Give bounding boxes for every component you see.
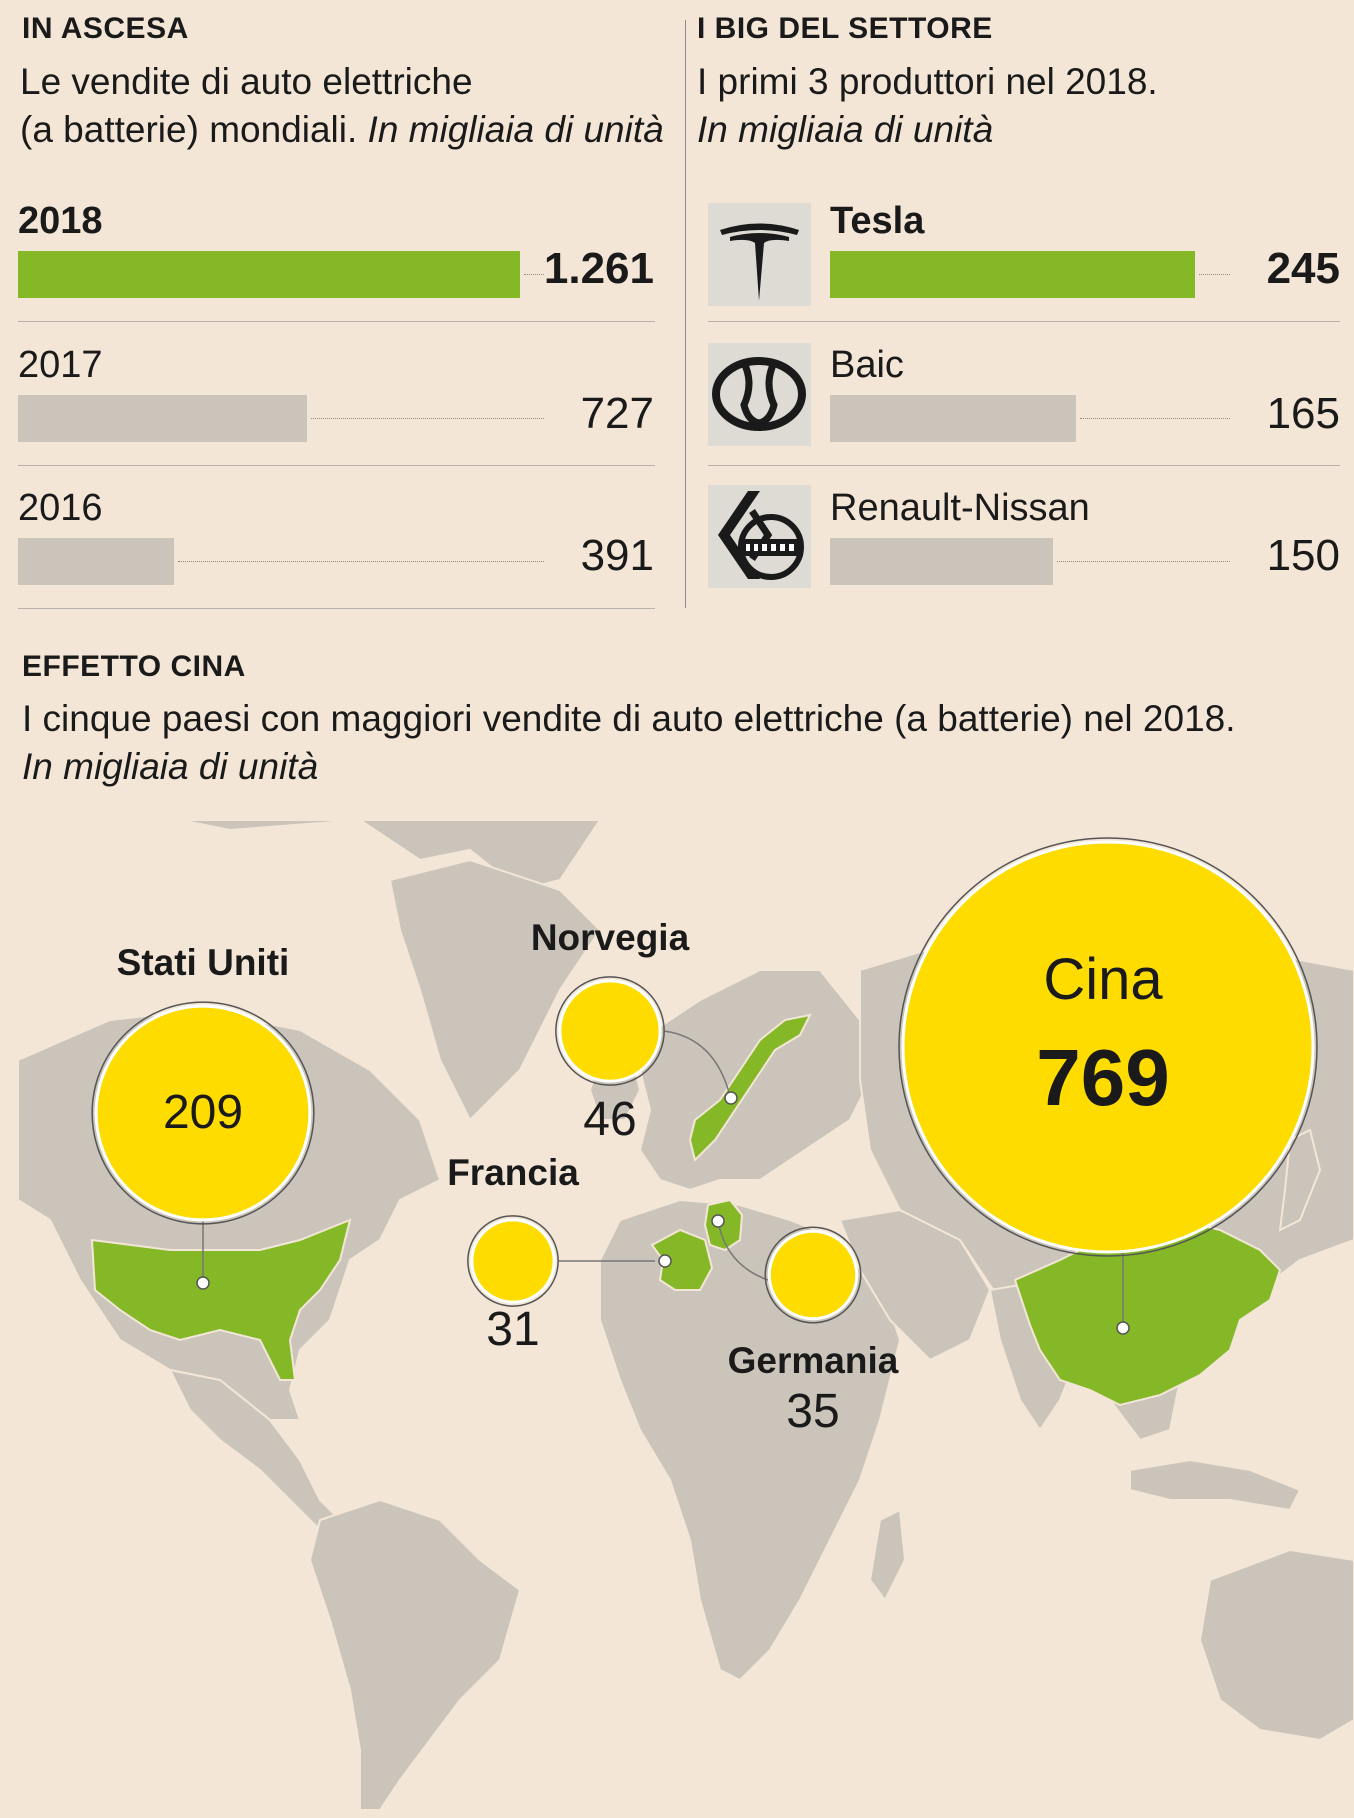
left-unit: In migliaia di unità (367, 109, 664, 150)
country-value-germany: 35 (786, 1385, 839, 1438)
land-japan (1278, 1128, 1322, 1232)
world-map: Stati Uniti 209 Norvegia 46 Francia 31 G… (0, 820, 1354, 1818)
bubble-ring-usa (91, 1001, 315, 1225)
country-value-norway: 46 (583, 1093, 636, 1146)
bar-value-2017: 727 (580, 389, 654, 438)
country-name-germany: Germania (728, 1340, 899, 1381)
bar-leader-tesla (1199, 274, 1230, 275)
country-name-china: Cina (1043, 947, 1163, 1012)
anchor-usa (196, 1276, 210, 1290)
bar-leader-renault-nissan (1057, 561, 1230, 562)
bar-leader-baic (1079, 418, 1230, 419)
land-greenland (388, 858, 602, 1122)
bar-label-tesla: Tesla (830, 200, 925, 242)
tesla-logo-icon (708, 203, 811, 306)
right-subtitle: I primi 3 produttori nel 2018. In miglia… (697, 58, 1347, 154)
country-name-france: Francia (447, 1152, 579, 1193)
panel-divider (685, 20, 686, 608)
anchor-france (658, 1254, 672, 1268)
left-subtitle-line1: Le vendite di auto elettriche (20, 61, 473, 102)
right-subtitle-text: I primi 3 produttori nel 2018. (697, 61, 1158, 102)
bar-label-2016: 2016 (18, 487, 103, 529)
bar-value-renault-nissan: 150 (1266, 531, 1340, 580)
bar-value-2018: 1.261 (543, 244, 654, 293)
map-subtitle: I cinque paesi con maggiori vendite di a… (22, 695, 1342, 791)
bar-label-2018: 2018 (18, 200, 103, 242)
bar-value-tesla: 245 (1266, 244, 1340, 293)
land-usa (90, 1218, 352, 1381)
world-map-svg: Stati Uniti 209 Norvegia 46 Francia 31 G… (17, 820, 1354, 1811)
land-indonesia (1129, 1458, 1302, 1512)
bar-baic (830, 395, 1076, 442)
country-name-usa: Stati Uniti (117, 942, 290, 983)
left-kicker: IN ASCESA (22, 12, 189, 45)
bar-tesla (830, 251, 1195, 298)
land-australia (1198, 1548, 1354, 1742)
left-subtitle-line2: (a batterie) mondiali. (20, 109, 358, 150)
bubble-france (470, 1218, 556, 1304)
bar-2016 (18, 538, 174, 585)
bar-2017 (18, 395, 308, 442)
land-south-america (308, 1498, 522, 1811)
left-subtitle: Le vendite di auto elettriche (a batteri… (20, 58, 680, 154)
bar-2018 (18, 251, 520, 298)
map-unit: In migliaia di unità (22, 746, 319, 787)
right-kicker: I BIG DEL SETTORE (697, 12, 993, 45)
bar-renault-nissan (830, 538, 1054, 585)
connector-germany (717, 1220, 769, 1281)
bar-label-2017: 2017 (18, 344, 103, 386)
bar-value-baic: 165 (1266, 389, 1340, 438)
row-separator (18, 608, 655, 609)
baic-logo-icon (708, 343, 811, 446)
bar-leader-2018 (524, 274, 544, 275)
bubble-china (901, 840, 1315, 1254)
land-germany (703, 1198, 744, 1252)
anchor-norway (724, 1091, 738, 1105)
row-separator (708, 465, 1340, 466)
bar-label-baic: Baic (830, 344, 904, 386)
renault-nissan-logo-icon (708, 485, 811, 588)
bubble-ring-france (467, 1215, 559, 1307)
connector-norway (663, 1030, 731, 1097)
land-madagascar (868, 1508, 907, 1602)
bubble-germany (767, 1229, 859, 1321)
country-value-france: 31 (486, 1303, 539, 1356)
bubble-norway (558, 979, 662, 1083)
map-subtitle-text: I cinque paesi con maggiori vendite di a… (22, 698, 1236, 739)
bar-leader-2017 (311, 418, 544, 419)
country-name-norway: Norvegia (531, 917, 690, 958)
land-norway (688, 1013, 812, 1162)
map-kicker: EFFETTO CINA (22, 650, 246, 683)
bubble-ring-china (898, 837, 1318, 1257)
country-value-usa: 209 (163, 1086, 243, 1139)
bubble-usa (94, 1004, 312, 1222)
bubble-ring-germany (764, 1226, 862, 1324)
right-unit: In migliaia di unità (697, 109, 994, 150)
bar-label-renault-nissan: Renault-Nissan (830, 487, 1090, 529)
row-separator (18, 321, 655, 322)
bubble-layer (94, 840, 1315, 1321)
country-value-china: 769 (1036, 1033, 1169, 1122)
row-separator (18, 465, 655, 466)
bar-value-2016: 391 (580, 531, 654, 580)
anchor-germany (711, 1214, 725, 1228)
bubble-ring-norway (555, 976, 665, 1086)
anchor-china (1116, 1321, 1130, 1335)
row-separator (708, 321, 1340, 322)
bar-leader-2016 (177, 561, 544, 562)
